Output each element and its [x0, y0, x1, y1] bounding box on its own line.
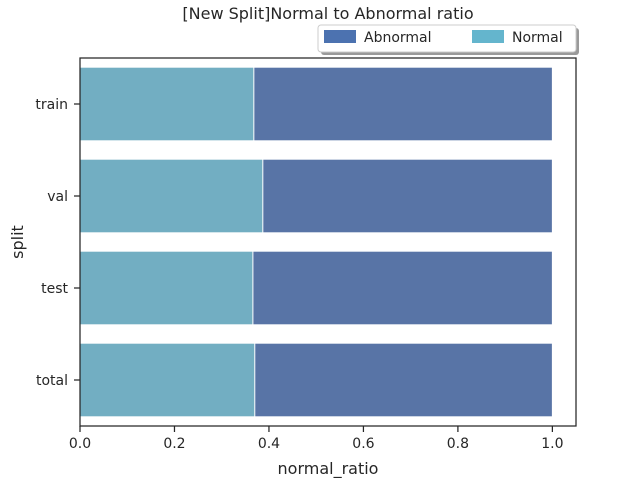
bar-normal-val [79, 158, 264, 234]
x-tick-label: 0.0 [69, 436, 91, 452]
bar-normal-test [79, 250, 254, 326]
legend-swatch-normal [472, 30, 504, 43]
legend: Abnormal Normal [317, 24, 579, 55]
plot-frame [79, 57, 577, 427]
x-axis-label: normal_ratio [278, 459, 379, 479]
bar-normal-train [79, 66, 255, 142]
y-tick-label-total: total [36, 373, 68, 389]
legend-box [317, 24, 577, 53]
legend-label-abnormal: Abnormal [364, 30, 432, 46]
x-axis: 0.0 0.2 0.4 0.6 0.8 1.0 [69, 426, 564, 452]
chart-title: [New Split]Normal to Abnormal ratio [182, 4, 473, 23]
bars-layer [79, 66, 553, 418]
y-tick-label-test: test [41, 281, 68, 297]
x-tick-label: 0.4 [258, 436, 280, 452]
bar-normal-total [79, 342, 256, 418]
x-tick-label: 1.0 [541, 436, 563, 452]
legend-label-normal: Normal [512, 30, 563, 46]
x-tick-label: 0.6 [352, 436, 374, 452]
y-tick-label-train: train [35, 97, 68, 113]
x-tick-label: 0.2 [163, 436, 185, 452]
x-tick-label: 0.8 [447, 436, 469, 452]
y-axis-label: split [8, 225, 27, 259]
y-tick-label-val: val [47, 189, 68, 205]
legend-swatch-abnormal [324, 30, 356, 43]
y-axis: train val test total [35, 97, 80, 389]
